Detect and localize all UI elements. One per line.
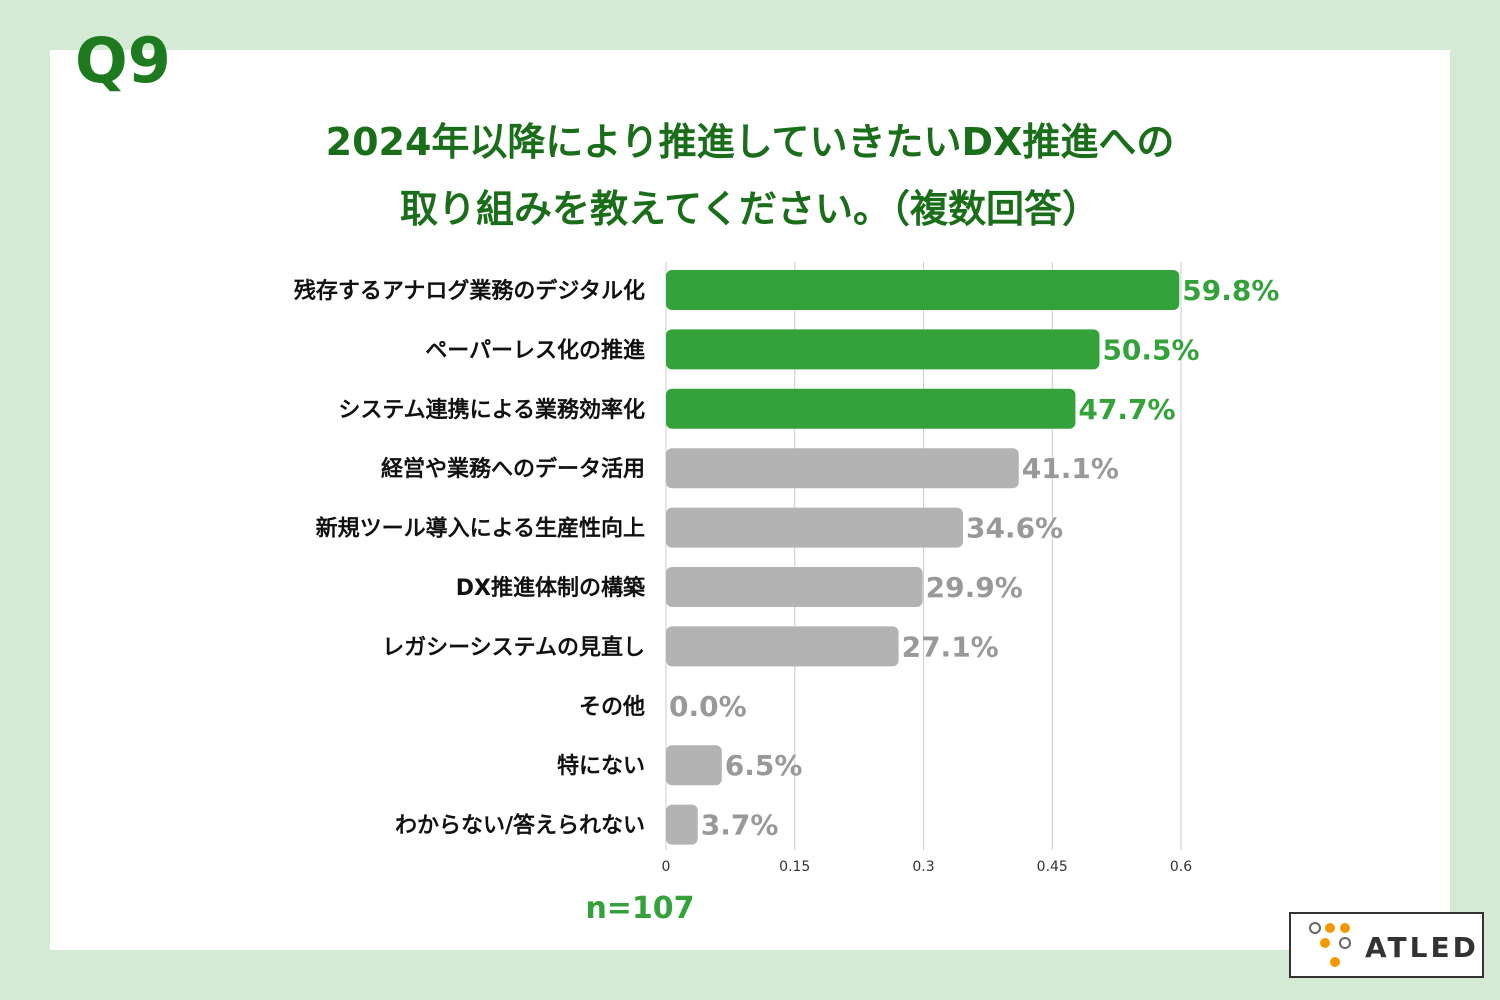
panel bbox=[50, 50, 1450, 950]
bar bbox=[666, 388, 1076, 429]
logo-dot bbox=[1330, 957, 1340, 967]
x-tick-label: 0.6 bbox=[1170, 859, 1192, 875]
value-label: 41.1% bbox=[1022, 452, 1119, 485]
value-label: 6.5% bbox=[725, 749, 803, 782]
y-tick-label: システム連携による業務効率化 bbox=[338, 397, 645, 423]
value-label: 0.0% bbox=[669, 690, 747, 723]
value-label: 47.7% bbox=[1078, 393, 1175, 426]
chart-title: 2024年以降により推進していきたいDX推進への bbox=[326, 120, 1175, 164]
sample-size: n=107 bbox=[585, 891, 694, 926]
y-tick-label: 特にない bbox=[557, 753, 645, 779]
x-tick-label: 0 bbox=[662, 859, 671, 875]
chart-title: 取り組みを教えてください。（複数回答） bbox=[400, 187, 1100, 231]
value-label: 3.7% bbox=[701, 809, 779, 842]
value-label: 59.8% bbox=[1182, 274, 1279, 307]
x-tick-label: 0.3 bbox=[912, 859, 934, 875]
value-label: 29.9% bbox=[926, 571, 1023, 604]
bar bbox=[666, 507, 963, 548]
y-tick-label: その他 bbox=[579, 695, 645, 720]
bar bbox=[666, 567, 923, 607]
value-label: 27.1% bbox=[902, 630, 999, 663]
bar bbox=[666, 448, 1019, 489]
logo-dot bbox=[1340, 923, 1350, 933]
y-tick-label: 残存するアナログ業務のデジタル化 bbox=[294, 278, 645, 304]
y-tick-label: 新規ツール導入による生産性向上 bbox=[316, 516, 645, 542]
logo-dot bbox=[1339, 937, 1351, 949]
y-tick-label: 経営や業務へのデータ活用 bbox=[381, 456, 645, 482]
y-tick-label: ペーパーレス化の推進 bbox=[425, 337, 645, 363]
bar bbox=[666, 745, 722, 786]
logo-dot bbox=[1320, 938, 1330, 948]
bar bbox=[666, 329, 1100, 370]
logo-dot bbox=[1309, 922, 1321, 934]
logo-dot bbox=[1325, 923, 1335, 933]
y-tick-label: DX推進体制の構築 bbox=[456, 575, 646, 601]
logo: ATLED bbox=[1289, 912, 1484, 978]
x-tick-label: 0.45 bbox=[1037, 859, 1068, 875]
y-tick-label: わからない/答えられない bbox=[395, 813, 645, 839]
bar bbox=[666, 626, 899, 667]
bar bbox=[666, 804, 698, 845]
value-label: 34.6% bbox=[966, 512, 1063, 545]
logo-text: ATLED bbox=[1365, 931, 1479, 964]
value-label: 50.5% bbox=[1102, 333, 1199, 366]
x-tick-label: 0.15 bbox=[779, 859, 810, 875]
bar bbox=[666, 270, 1180, 310]
question-number: Q9 bbox=[75, 24, 171, 97]
y-tick-label: レガシーシステムの見直し bbox=[382, 634, 645, 660]
